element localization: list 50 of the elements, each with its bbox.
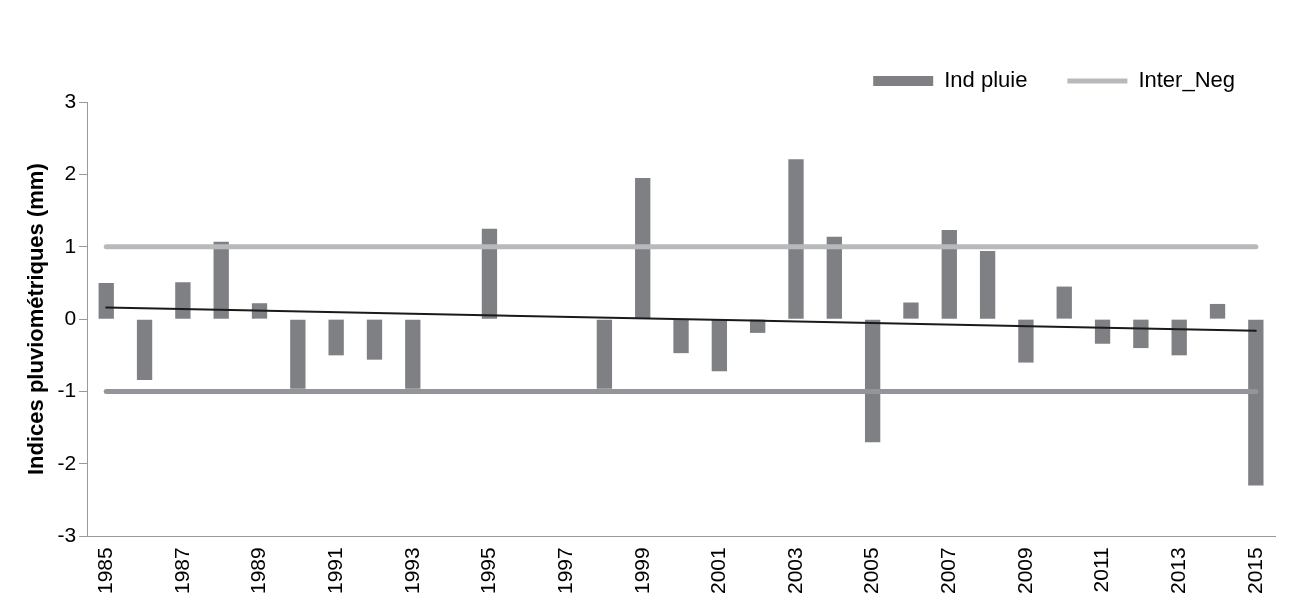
bar [405,319,421,389]
bar [366,319,383,360]
y-tick-label: -1 [57,378,77,402]
bar [1056,286,1072,319]
bar [136,319,153,380]
y-tick-label: -3 [57,523,77,547]
bar [864,319,881,443]
bar [596,319,613,389]
y-tick-label: -2 [57,450,77,474]
bar [481,228,498,319]
x-tick-label: 1989 [246,547,270,594]
x-tick-label: 2005 [859,547,883,594]
legend-label: Ind pluie [944,67,1028,93]
bar [1171,319,1187,356]
bar [635,178,651,319]
x-tick-label: 2009 [1012,547,1036,594]
y-tick-label: 1 [64,233,77,257]
x-tick-label: 2001 [706,547,730,594]
bar [941,230,957,319]
y-tick-label: 0 [64,305,77,329]
x-tick-label: 1985 [93,547,117,594]
bar [98,282,114,319]
bar [1133,319,1149,349]
bar [1248,319,1264,486]
x-tick-label: 1987 [169,547,193,594]
y-tick-label: 3 [64,88,77,112]
bar [328,319,344,356]
x-tick-label: 2011 [1089,547,1113,593]
bar [290,319,306,389]
x-tick-label: 2015 [1242,547,1266,594]
y-tick-label: 2 [64,161,77,185]
x-tick-label: 1993 [399,547,423,594]
bar [1018,319,1034,363]
bar [979,251,996,319]
x-tick-label: 1997 [552,547,576,594]
bar [826,236,842,319]
bar [175,282,191,319]
bar [673,319,689,354]
x-tick-label: 1995 [476,547,500,594]
x-tick-label: 2003 [782,547,806,594]
legend-label: Inter_Neg [1138,67,1236,93]
bar [788,159,804,319]
x-tick-label: 2007 [936,547,960,594]
x-tick-label: 1991 [322,547,346,594]
bar [1209,303,1226,319]
bar [711,319,728,372]
x-tick-label: 2013 [1166,547,1189,594]
y-axis-title: Indices pluviométriques (mm) [23,163,49,476]
x-tick-label: 1999 [629,547,653,594]
bar [903,302,919,319]
